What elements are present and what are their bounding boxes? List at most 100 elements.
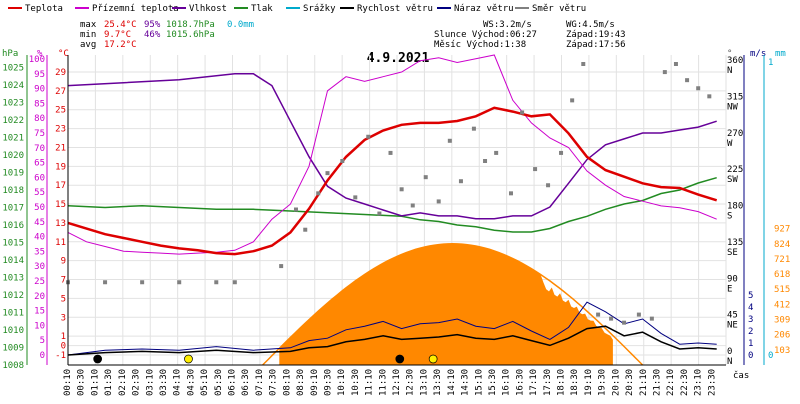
tick-label-celsius: 25 xyxy=(55,106,66,116)
stats-avg-label: avg xyxy=(80,40,96,50)
marker-sunrise xyxy=(184,354,193,364)
tick-label-time: 06:30 xyxy=(241,369,251,396)
stats-min-label: min xyxy=(80,30,96,40)
wind-direction-point xyxy=(508,191,513,196)
tick-label-pct: 85 xyxy=(34,99,45,109)
legend-rychlost-vetru: Rychlost větru xyxy=(357,4,433,14)
tick-label-direction-deg: 0 xyxy=(727,347,732,357)
radiation-series xyxy=(262,243,644,366)
tick-label-time: 03:30 xyxy=(159,369,169,396)
tick-label-time: 10:30 xyxy=(351,369,361,396)
tick-label-ms: 1 xyxy=(748,339,753,349)
tick-label-ms: 3 xyxy=(748,315,753,325)
tick-label-celsius: 23 xyxy=(55,125,66,135)
tick-label-hpa: 1016 xyxy=(2,221,24,231)
tick-label-pct: 65 xyxy=(34,159,45,169)
wind-direction-point xyxy=(546,183,551,188)
ground-temperature-line xyxy=(67,54,717,255)
wind-gust-line xyxy=(67,301,717,356)
tick-label-radiation: 721 xyxy=(774,255,790,265)
tick-label-hpa: 1025 xyxy=(2,64,24,74)
wind-direction-point xyxy=(533,167,538,172)
tick-label-radiation: 927 xyxy=(774,225,790,235)
tick-label-time: 21:10 xyxy=(639,369,649,396)
tick-label-time: 19:10 xyxy=(584,369,594,396)
tick-label-hpa: 1017 xyxy=(2,204,24,214)
wind-direction-point xyxy=(399,187,404,192)
tick-label-time: 18:10 xyxy=(557,369,567,396)
tick-label-time: 04:30 xyxy=(186,369,196,396)
tick-label-hpa: 1009 xyxy=(2,344,24,354)
legend-tlak: Tlak xyxy=(251,4,273,14)
tick-label-ms: 4 xyxy=(748,303,753,313)
tick-label-time: 16:10 xyxy=(502,369,512,396)
tick-label-pct: 80 xyxy=(34,114,45,124)
tick-label-pct: 100 xyxy=(29,55,45,65)
tick-label-radiation: 515 xyxy=(774,285,790,295)
tick-label-time: 07:30 xyxy=(269,369,279,396)
tick-label-pct: 25 xyxy=(34,277,45,287)
tick-label-time: 20:30 xyxy=(625,369,635,396)
marker-moonrise xyxy=(93,354,103,364)
wind-direction-point xyxy=(707,94,712,99)
pressure-line xyxy=(67,176,717,233)
tick-label-time: 15:30 xyxy=(488,369,498,396)
tick-label-hpa: 1015 xyxy=(2,239,24,249)
info-ws: WS:3.2m/s xyxy=(483,20,532,30)
wind-direction-point xyxy=(494,150,499,155)
wind-direction-point xyxy=(353,195,358,200)
tick-label-direction-name: W xyxy=(727,139,733,149)
tick-label-time: 23:10 xyxy=(694,369,704,396)
wind-direction-point xyxy=(366,134,371,139)
tick-label-time: 19:30 xyxy=(598,369,608,396)
tick-label-celsius: 0 xyxy=(61,342,66,352)
axis-label-celsius: °C xyxy=(58,49,69,59)
tick-label-celsius: 27 xyxy=(55,87,66,97)
tick-label-hpa: 1008 xyxy=(2,361,24,371)
info-moon: Měsíc Východ:1:38 xyxy=(434,40,526,50)
axis-label-ms: m/s xyxy=(750,49,766,59)
tick-label-celsius: 1 xyxy=(61,332,66,342)
astro-markers xyxy=(93,354,438,364)
legend-srazky: Srážky xyxy=(303,4,336,14)
wind-direction-point xyxy=(696,86,701,91)
wind-direction-point xyxy=(483,159,488,163)
wind-direction-point xyxy=(293,207,298,212)
tick-label-direction-deg: 45 xyxy=(727,311,738,321)
tick-label-mm: 1 xyxy=(768,58,773,68)
tick-label-hpa: 1012 xyxy=(2,291,24,301)
tick-label-time: 16:30 xyxy=(515,369,525,396)
wind-direction-point xyxy=(662,70,667,75)
tick-label-radiation: 412 xyxy=(774,300,790,310)
wind-direction-point xyxy=(303,227,308,232)
tick-label-time: 02:10 xyxy=(118,369,128,396)
radiation-area xyxy=(279,243,613,365)
stats-press-max: 1018.7hPa xyxy=(166,20,215,30)
wind-direction-point xyxy=(673,62,678,66)
tick-label-celsius: 29 xyxy=(55,68,66,78)
tick-label-pct: 0 xyxy=(40,351,45,361)
tick-label-hpa: 1014 xyxy=(2,256,24,266)
tick-label-time: 09:30 xyxy=(323,369,333,396)
legend-smer-vetru: Směr větru xyxy=(532,4,586,14)
tick-label-hpa: 1024 xyxy=(2,81,24,91)
tick-label-pct: 5 xyxy=(40,336,45,346)
tick-label-direction-deg: 90 xyxy=(727,274,738,284)
tick-label-ms: 5 xyxy=(748,291,753,301)
tick-label-time: 08:30 xyxy=(296,369,306,396)
tick-label-pct: 90 xyxy=(34,85,45,95)
axes: 1008100910101011101210131014101510161017… xyxy=(2,55,790,396)
wind-direction-point xyxy=(570,98,575,103)
wind-direction-point xyxy=(581,62,586,66)
tick-label-direction-deg: 315 xyxy=(727,92,743,102)
axis-label-time: čas xyxy=(733,370,749,381)
tick-label-celsius: 9 xyxy=(61,257,66,267)
tick-label-hpa: 1023 xyxy=(2,99,24,109)
tick-label-radiation: 824 xyxy=(774,240,790,250)
tick-label-direction-name: N xyxy=(727,357,732,367)
legend-teplota: Teplota xyxy=(25,4,63,14)
wind-direction-point xyxy=(458,179,463,184)
tick-label-direction-name: S xyxy=(727,212,732,222)
